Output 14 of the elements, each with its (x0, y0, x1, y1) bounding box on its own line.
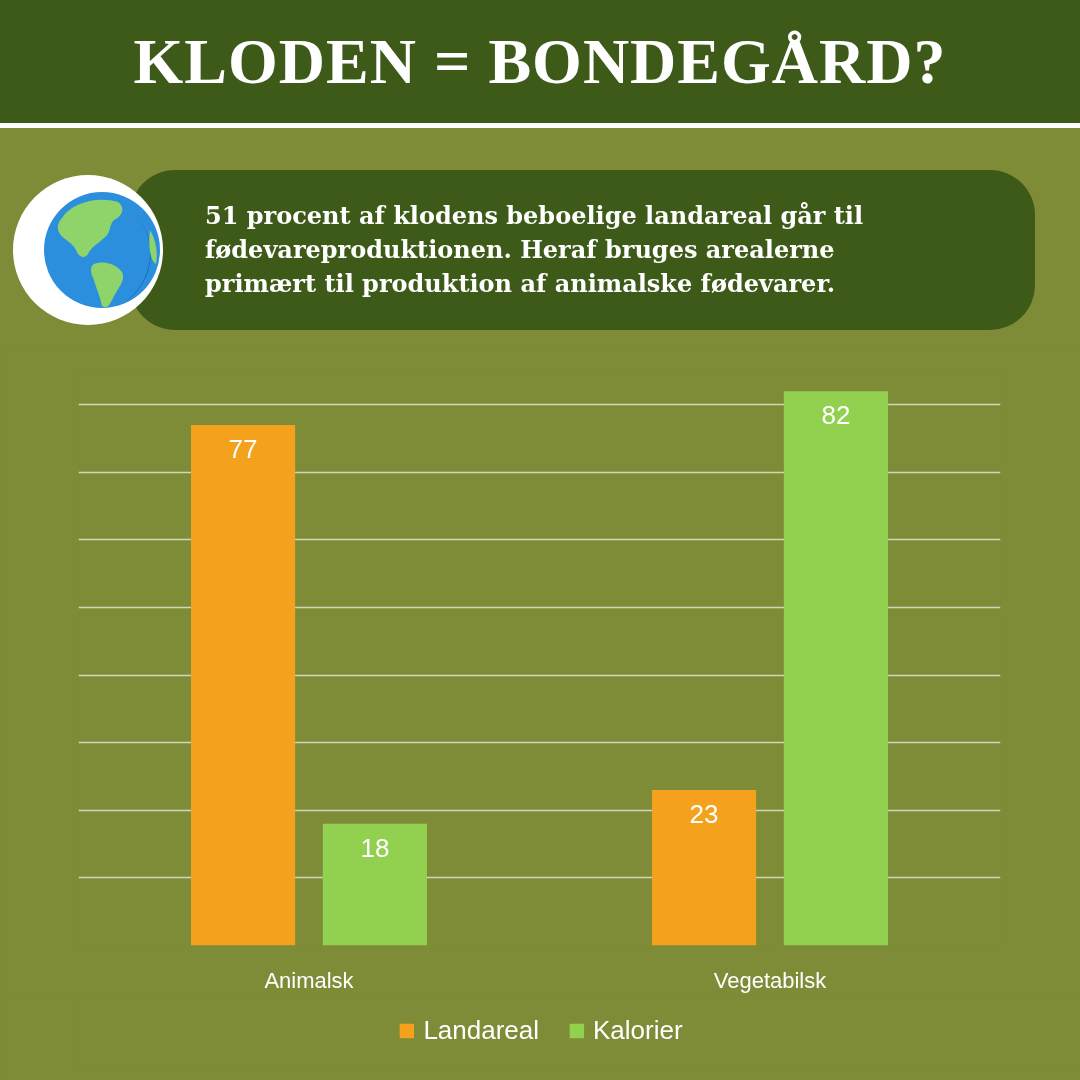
bar (190, 425, 296, 946)
legend-label: Kalorier (593, 1014, 683, 1046)
bar (651, 790, 757, 946)
bar (322, 823, 428, 946)
data-label: 82 (821, 400, 851, 431)
bar (783, 391, 889, 946)
data-label: 23 (689, 799, 719, 830)
data-label: 18 (360, 832, 390, 863)
data-label: 77 (228, 434, 258, 465)
x-tick-label: Vegetabilsk (713, 967, 828, 993)
x-tick-label: Animalsk (264, 967, 355, 993)
legend-label: Landareal (423, 1014, 540, 1046)
chart-subtitle: 51 procent af klodens beboelige landareal går til fødevareproduktionen. Heraf bruges arealerne primært til produktion af animalske fødevarer. (205, 200, 865, 300)
chart-title: KLODEN = BONDEGÅRD? (0, 0, 1080, 128)
